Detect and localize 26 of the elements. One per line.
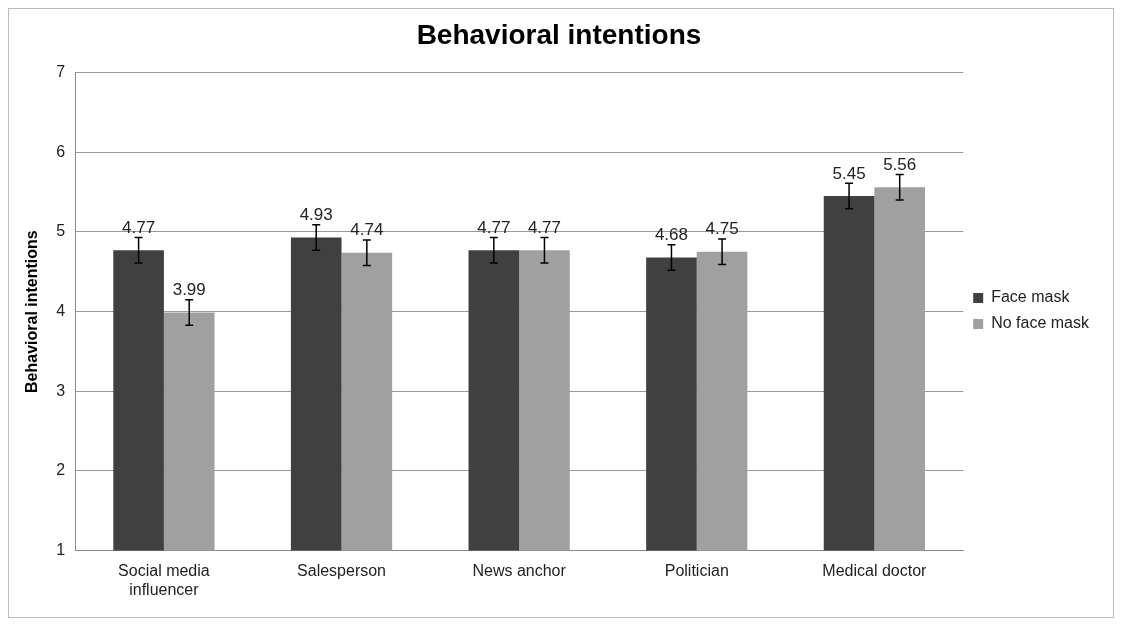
- data-label: 5.56: [883, 154, 917, 174]
- y-tick-label: 3: [56, 381, 66, 399]
- legend-label: No face mask: [991, 314, 1090, 332]
- data-label: 4.77: [122, 217, 156, 237]
- y-tick-label: 6: [56, 142, 66, 160]
- x-tick-label: Salesperson: [297, 561, 386, 579]
- y-tick-label: 1: [56, 541, 66, 559]
- data-label: 4.68: [654, 224, 688, 244]
- x-tick-label: Politician: [664, 561, 729, 579]
- data-label: 4.77: [477, 217, 511, 237]
- legend-label: Face mask: [991, 288, 1071, 306]
- data-label: 4.77: [527, 217, 561, 237]
- data-label: 5.45: [832, 163, 866, 183]
- y-axis-title: Behavioral intentions: [23, 230, 41, 393]
- data-label: 4.75: [705, 219, 739, 239]
- x-tick-label: Social media influencer: [118, 561, 210, 598]
- x-tick-label: News anchor: [472, 561, 567, 579]
- y-tick-label: 4: [56, 302, 66, 320]
- chart-title: Behavioral intentions: [416, 18, 702, 50]
- data-label: 4.74: [350, 220, 384, 240]
- x-tick-label: Medical doctor: [822, 561, 928, 579]
- y-tick-label: 7: [56, 63, 66, 81]
- data-label: 3.99: [172, 279, 206, 299]
- y-tick-label: 2: [56, 461, 66, 479]
- y-tick-label: 5: [56, 222, 66, 240]
- data-label: 4.93: [299, 204, 333, 224]
